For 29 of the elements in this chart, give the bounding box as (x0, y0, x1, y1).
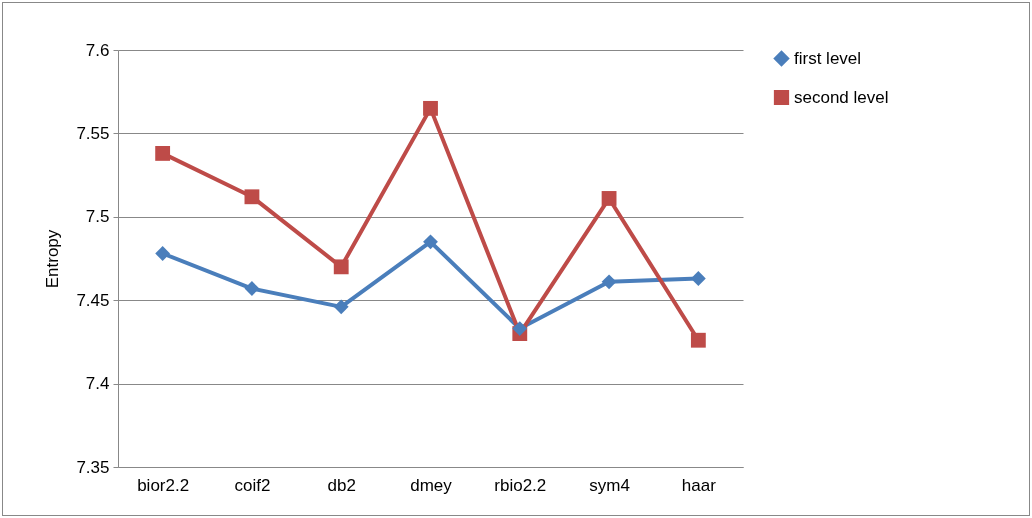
y-tick-label: 7.55 (76, 123, 110, 143)
y-tick-label: 7.45 (76, 290, 110, 310)
legend-label: first level (794, 48, 862, 68)
point (601, 191, 617, 206)
point (423, 100, 438, 116)
point (601, 274, 617, 290)
y-axis-title: Entropy (43, 229, 63, 289)
point (333, 299, 349, 315)
point (690, 271, 706, 286)
x-tick-label: bior2.2 (137, 475, 190, 495)
y-tick-label: 7.35 (76, 457, 110, 477)
point (244, 281, 260, 296)
x-tick-label: db2 (327, 475, 356, 495)
point (423, 234, 438, 250)
point (512, 321, 528, 336)
point (690, 332, 706, 348)
x-tick-label: sym4 (589, 475, 630, 495)
point (244, 189, 260, 205)
point (333, 259, 349, 275)
x-tick-label: haar (681, 475, 717, 495)
point (155, 246, 171, 261)
y-tick-label: 7.6 (85, 40, 110, 60)
x-tick-label: rbio2.2 (494, 475, 547, 495)
legend-label: second level (794, 87, 889, 107)
x-tick-label: coif2 (234, 475, 271, 495)
point (155, 146, 171, 161)
y-tick-label: 7.5 (85, 207, 110, 227)
y-tick-label: 7.4 (85, 374, 110, 394)
x-tick-label: dmey (410, 475, 453, 495)
